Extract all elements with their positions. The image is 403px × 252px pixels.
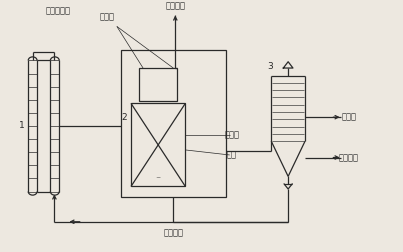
Bar	[121, 50, 226, 197]
Text: 3: 3	[267, 62, 273, 71]
Text: 溢流堰: 溢流堰	[99, 12, 114, 21]
Text: ~: ~	[156, 175, 161, 180]
Text: 填料: 填料	[227, 150, 237, 160]
Text: 待处理污水: 待处理污水	[46, 7, 71, 16]
Text: 循环污泥: 循环污泥	[163, 229, 183, 238]
Bar	[131, 103, 185, 186]
Text: 1: 1	[19, 121, 25, 131]
Text: 排出气相: 排出气相	[165, 2, 185, 11]
Bar	[139, 68, 177, 101]
Text: 2: 2	[121, 113, 127, 122]
Text: 排出污泥: 排出污泥	[339, 153, 359, 162]
Text: 导流筒: 导流筒	[224, 130, 239, 139]
Text: 净化水: 净化水	[341, 113, 356, 122]
